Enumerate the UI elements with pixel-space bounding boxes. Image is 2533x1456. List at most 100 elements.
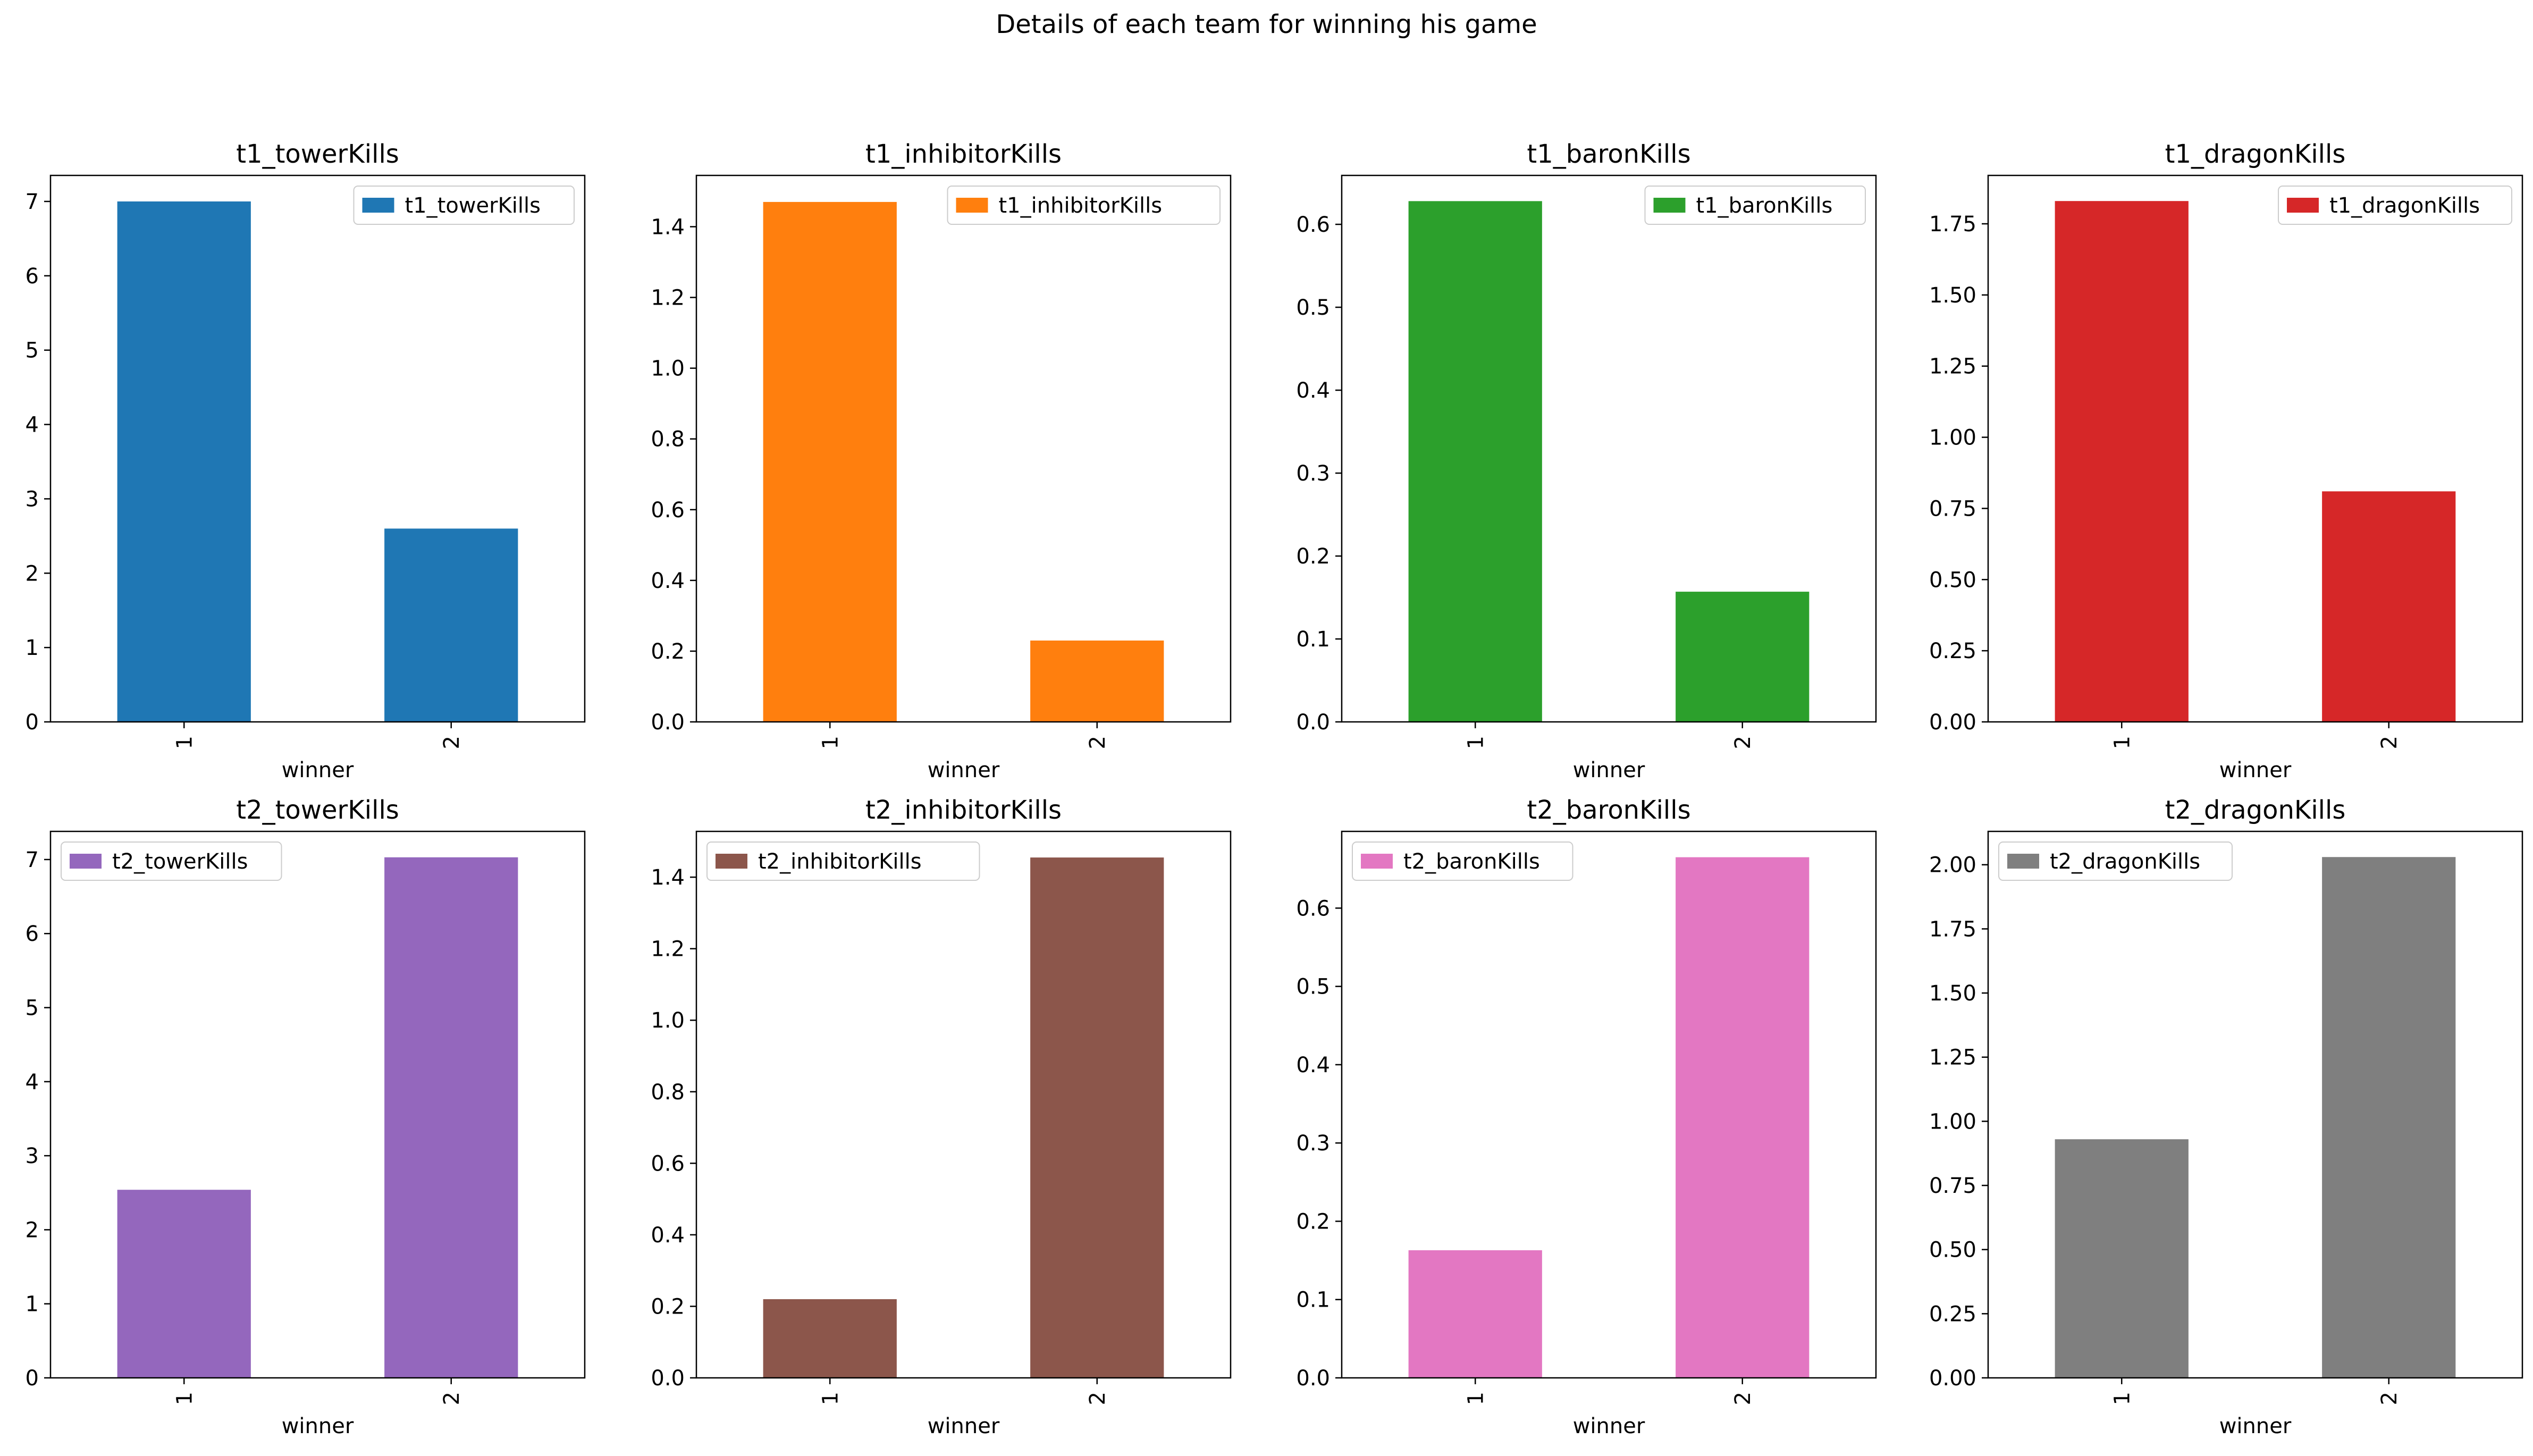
legend-label: t2_inhibitorKills	[758, 849, 922, 874]
x-tick-label: 2	[2377, 1392, 2402, 1405]
y-tick-label: 1.25	[1929, 355, 1976, 379]
axes-frame	[49, 830, 586, 1379]
x-tick-label: 2	[1731, 1392, 1755, 1405]
bar-1	[763, 1299, 897, 1378]
y-tick-label: 0.4	[651, 569, 685, 593]
y-tick-label: 7	[26, 190, 39, 214]
axes-frame	[695, 830, 1232, 1379]
legend-label: t1_towerKills	[405, 193, 541, 218]
y-tick-label: 5	[26, 339, 39, 363]
y-tick-label: 1.75	[1929, 917, 1976, 941]
legend-box	[353, 186, 575, 225]
legend: t1_inhibitorKills	[947, 186, 1221, 225]
bar-2	[1676, 857, 1810, 1378]
x-tick-label: 1	[1463, 736, 1488, 749]
x-axis-label: winner	[928, 1414, 1000, 1438]
y-tick-label: 1.00	[1929, 426, 1976, 450]
x-tick-label: 2	[1085, 1392, 1110, 1405]
x-axis-label: winner	[282, 758, 354, 782]
subplot-title: t1_baronKills	[1527, 139, 1690, 169]
legend-swatch	[956, 198, 988, 213]
axes-frame	[49, 174, 586, 723]
y-tick-label: 0.0	[1296, 710, 1330, 735]
y-tick-label: 0.6	[651, 1151, 685, 1176]
y-tick-label: 0.50	[1929, 1238, 1976, 1263]
bar-1	[117, 201, 251, 722]
x-axis-label: winner	[2219, 1414, 2292, 1438]
x-tick-label: 1	[172, 736, 197, 749]
y-tick-label: 1.00	[1929, 1109, 1976, 1134]
y-tick-label: 1.0	[651, 1008, 685, 1033]
y-tick-label: 1.2	[651, 286, 685, 310]
subplot-t1_dragonKills: t1_dragonKills 0.00 0.25 0.50 0.75 1.00 1.25 1.…	[1929, 139, 2523, 782]
axes-frame	[695, 174, 1232, 723]
y-tick-label: 0.3	[1296, 461, 1330, 486]
y-tick-label: 0.00	[1929, 710, 1976, 735]
bar-2	[1676, 592, 1810, 722]
y-tick-label: 0.6	[1296, 213, 1330, 237]
legend-label: t1_baronKills	[1696, 193, 1833, 218]
y-tick-label: 0.75	[1929, 496, 1976, 521]
legend: t1_dragonKills	[2278, 186, 2512, 225]
bar-1	[763, 201, 897, 722]
y-tick-label: 6	[26, 922, 39, 946]
y-tick-label: 1.2	[651, 937, 685, 962]
y-tick-label: 0.25	[1929, 1302, 1976, 1326]
legend-label: t1_dragonKills	[2329, 193, 2480, 218]
subplot-title: t2_towerKills	[236, 795, 399, 825]
bar-1	[2055, 1139, 2189, 1378]
y-tick-label: 0.4	[1296, 1053, 1330, 1078]
legend-swatch	[2287, 198, 2319, 213]
legend-box	[706, 841, 980, 881]
subplot-t2_towerKills: t2_towerKills 0 1 2 3 4 5 6 7 1 2 winner t2_towerKil…	[26, 795, 586, 1438]
y-tick-label: 0.5	[1296, 296, 1330, 320]
y-tick-label: 0	[26, 710, 39, 735]
axes-frame	[1341, 174, 1877, 723]
legend-swatch	[362, 198, 394, 213]
y-tick-label: 0.4	[1296, 378, 1330, 403]
y-tick-label: 0.25	[1929, 639, 1976, 663]
legend: t2_baronKills	[1352, 841, 1573, 881]
legend-label: t1_inhibitorKills	[999, 193, 1163, 218]
y-tick-label: 1	[26, 636, 39, 660]
subplot-t2_inhibitorKills: t2_inhibitorKills 0.0 0.2 0.4 0.6 0.8 1.0 1.2 1.…	[651, 795, 1232, 1438]
subplot-title: t1_inhibitorKills	[865, 139, 1062, 169]
y-tick-label: 0.2	[651, 1294, 685, 1319]
y-tick-label: 0.6	[1296, 896, 1330, 921]
legend-box	[1644, 186, 1866, 225]
subplot-t1_inhibitorKills: t1_inhibitorKills 0.0 0.2 0.4 0.6 0.8 1.0 1.2 1.…	[651, 139, 1232, 782]
legend-box	[61, 841, 282, 881]
y-tick-label: 0.0	[651, 1366, 685, 1391]
legend-box	[2278, 186, 2512, 225]
legend-box	[1352, 841, 1573, 881]
axes-frame	[1987, 174, 2523, 723]
x-axis-label: winner	[1573, 1414, 1645, 1438]
legend: t1_baronKills	[1644, 186, 1866, 225]
legend-label: t2_baronKills	[1403, 849, 1540, 874]
x-tick-label: 1	[818, 736, 843, 749]
x-tick-label: 2	[1085, 736, 1110, 749]
y-tick-label: 0	[26, 1366, 39, 1391]
y-tick-label: 3	[26, 487, 39, 511]
y-tick-label: 0.3	[1296, 1131, 1330, 1156]
y-tick-label: 0.2	[651, 639, 685, 664]
x-tick-label: 1	[2110, 736, 2134, 749]
x-tick-label: 2	[440, 736, 464, 749]
x-tick-label: 1	[1463, 1392, 1488, 1405]
legend-swatch	[1361, 854, 1393, 869]
y-tick-label: 0.8	[651, 427, 685, 452]
legend: t2_inhibitorKills	[706, 841, 980, 881]
y-tick-label: 0.75	[1929, 1174, 1976, 1198]
y-tick-label: 0.2	[1296, 1209, 1330, 1234]
y-tick-label: 4	[26, 413, 39, 437]
y-tick-label: 0.50	[1929, 568, 1976, 592]
y-tick-label: 2	[26, 561, 39, 586]
bar-1	[2055, 201, 2189, 722]
y-tick-label: 3	[26, 1144, 39, 1168]
legend-label: t2_towerKills	[112, 849, 248, 874]
y-tick-label: 6	[26, 264, 39, 289]
x-tick-label: 1	[818, 1392, 843, 1405]
y-tick-label: 1.75	[1929, 212, 1976, 237]
y-tick-label: 0.8	[651, 1080, 685, 1105]
y-tick-label: 7	[26, 848, 39, 872]
